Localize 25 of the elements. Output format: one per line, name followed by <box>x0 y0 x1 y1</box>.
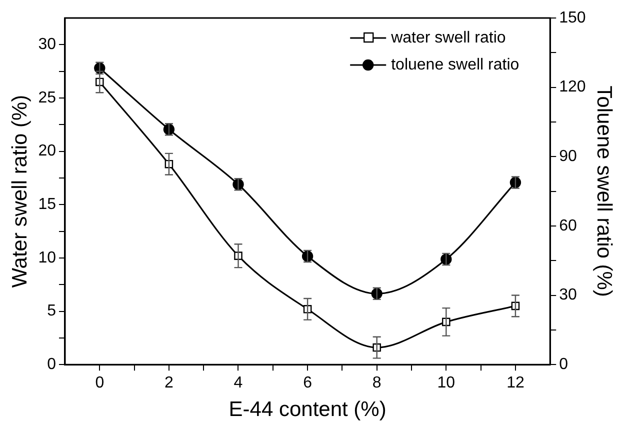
x-tick-label: 6 <box>303 374 312 392</box>
x-tick-label: 2 <box>164 374 174 392</box>
x-tick-label: 10 <box>437 374 456 392</box>
x-axis-title: E-44 content (%) <box>228 398 386 422</box>
legend-label: toluene swell ratio <box>391 56 520 74</box>
x-tick-label: 12 <box>506 374 524 392</box>
y2-tick-label: 60 <box>559 217 578 234</box>
y2-axis-title: Toluene swell ratio (%) <box>592 86 616 297</box>
x-tick-label: 0 <box>95 374 104 392</box>
y-tick-label: 15 <box>38 196 56 214</box>
legend-label: water swell ratio <box>390 29 506 46</box>
y-tick-label: 5 <box>47 302 56 320</box>
y-axis-title: Water swell ratio (%) <box>8 94 32 288</box>
y-tick-label: 25 <box>38 89 56 106</box>
y2-tick-label: 30 <box>559 286 578 304</box>
y-tick-label: 20 <box>38 142 56 160</box>
y-tick-label: 10 <box>38 249 56 266</box>
x-tick-label: 8 <box>372 374 382 392</box>
x-tick-label: 4 <box>234 374 243 392</box>
y2-tick-label: 90 <box>559 148 578 166</box>
y-tick-label: 30 <box>38 36 56 54</box>
y2-tick-label: 150 <box>559 9 586 26</box>
y-tick-label: 0 <box>47 356 56 374</box>
y2-tick-label: 120 <box>559 78 586 96</box>
y2-tick-label: 0 <box>559 356 568 374</box>
